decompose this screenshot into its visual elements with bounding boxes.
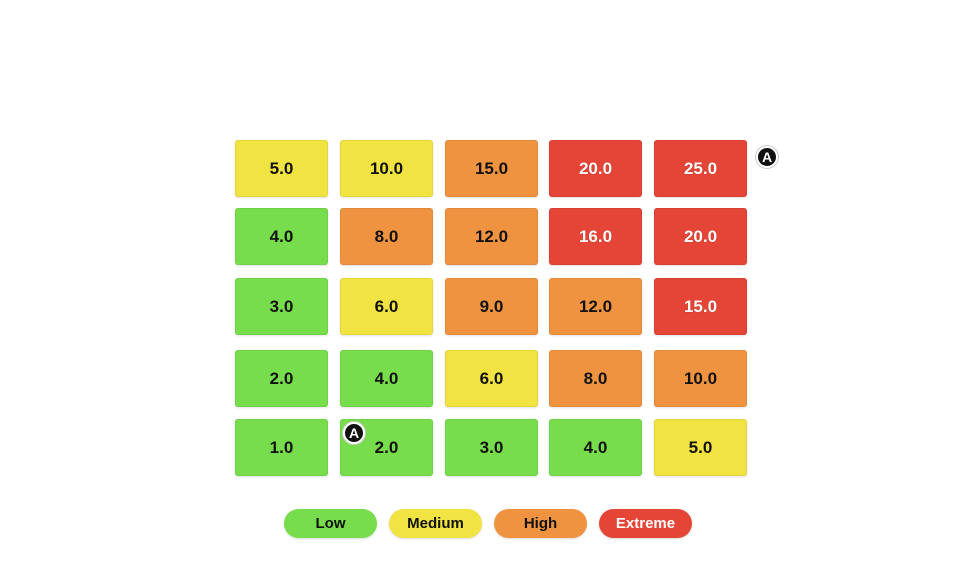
cell-r5-c5: 5.0 (654, 419, 747, 476)
cell-r4-c4: 8.0 (549, 350, 642, 407)
cell-r3-c4: 12.0 (549, 278, 642, 335)
cell-r2-c2: 8.0 (340, 208, 433, 265)
cell-r2-c3: 12.0 (445, 208, 538, 265)
cell-r5-c4: 4.0 (549, 419, 642, 476)
legend-extreme: Extreme (599, 509, 692, 538)
legend-high: High (494, 509, 587, 538)
cell-r1-c3: 15.0 (445, 140, 538, 197)
marker-a-1: A (756, 146, 778, 168)
cell-r1-c2: 10.0 (340, 140, 433, 197)
cell-r3-c5: 15.0 (654, 278, 747, 335)
cell-r3-c1: 3.0 (235, 278, 328, 335)
cell-r2-c4: 16.0 (549, 208, 642, 265)
cell-r1-c4: 20.0 (549, 140, 642, 197)
cell-r5-c1: 1.0 (235, 419, 328, 476)
cell-r3-c3: 9.0 (445, 278, 538, 335)
legend-low: Low (284, 509, 377, 538)
cell-r4-c3: 6.0 (445, 350, 538, 407)
cell-r2-c1: 4.0 (235, 208, 328, 265)
cell-r1-c5: 25.0 (654, 140, 747, 197)
cell-r5-c3: 3.0 (445, 419, 538, 476)
cell-r4-c2: 4.0 (340, 350, 433, 407)
legend: Low Medium High Extreme (284, 509, 692, 538)
legend-medium: Medium (389, 509, 482, 538)
cell-r4-c5: 10.0 (654, 350, 747, 407)
cell-r1-c1: 5.0 (235, 140, 328, 197)
cell-r4-c1: 2.0 (235, 350, 328, 407)
marker-a-2: A (343, 422, 365, 444)
cell-r3-c2: 6.0 (340, 278, 433, 335)
cell-r2-c5: 20.0 (654, 208, 747, 265)
